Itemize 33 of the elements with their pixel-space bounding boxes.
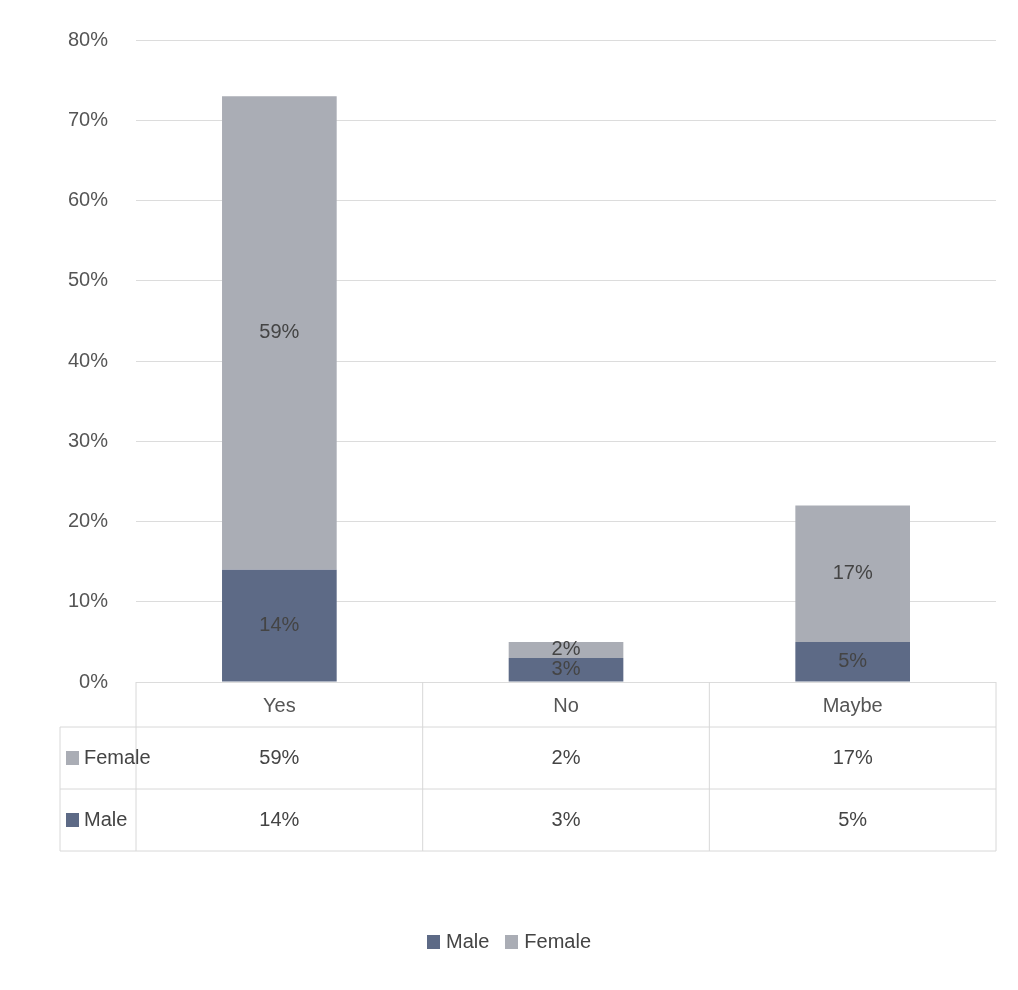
data-label: 5%	[838, 807, 868, 830]
text: 59%	[259, 320, 300, 343]
data-label: 3%	[551, 807, 581, 830]
text: 14%	[259, 613, 300, 636]
data-label: 14%	[259, 807, 300, 830]
text: 17%	[832, 561, 873, 584]
bar	[508, 657, 624, 682]
data-label: 59%	[259, 745, 300, 768]
text: Male	[445, 930, 490, 952]
legend-label: Female	[84, 745, 151, 768]
y-tick-label: 0%	[79, 669, 109, 692]
text: Female	[524, 930, 592, 952]
y-tick-label: 80%	[68, 27, 109, 50]
x-tick-label: Yes	[263, 693, 296, 716]
text: 2%	[551, 637, 581, 660]
bar	[222, 96, 337, 570]
y-tick-label: 70%	[68, 107, 109, 130]
x-tick-label: Maybe	[822, 693, 883, 716]
bar	[222, 569, 337, 682]
bar	[795, 641, 910, 682]
data-label: 17%	[832, 745, 873, 768]
y-tick-label: 50%	[68, 268, 109, 291]
legend-label: Male	[84, 807, 128, 830]
y-tick-label: 40%	[68, 348, 109, 371]
y-tick-label: 10%	[68, 589, 109, 612]
x-tick-label: No	[553, 693, 579, 716]
text: 3%	[551, 657, 581, 680]
bar	[795, 505, 910, 642]
text: 5%	[838, 649, 868, 672]
y-tick-label: 30%	[68, 428, 109, 451]
y-tick-label: 60%	[68, 188, 109, 211]
y-tick-label: 20%	[68, 509, 109, 532]
data-label: 2%	[551, 745, 581, 768]
